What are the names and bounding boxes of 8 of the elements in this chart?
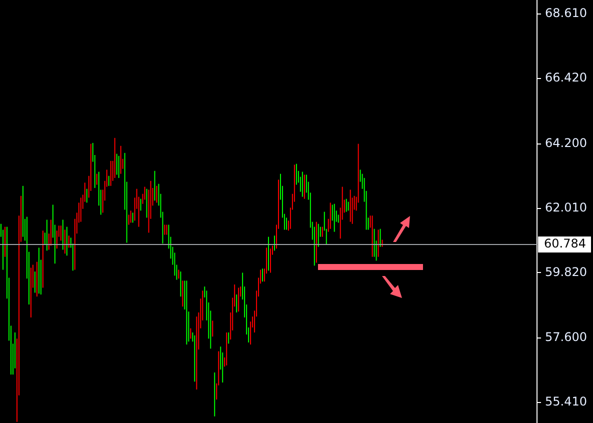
y-tick-label: 62.010 xyxy=(545,200,588,214)
y-tick-label: 64.200 xyxy=(545,136,588,150)
ref-line-label: 60.784 xyxy=(544,236,586,251)
y-tick-label: 66.420 xyxy=(545,70,588,85)
y-tick-label: 55.410 xyxy=(545,394,588,409)
y-tick-label: 59.820 xyxy=(545,264,588,279)
y-tick-label: 68.610 xyxy=(545,6,588,20)
y-tick-label: 57.600 xyxy=(545,330,588,344)
